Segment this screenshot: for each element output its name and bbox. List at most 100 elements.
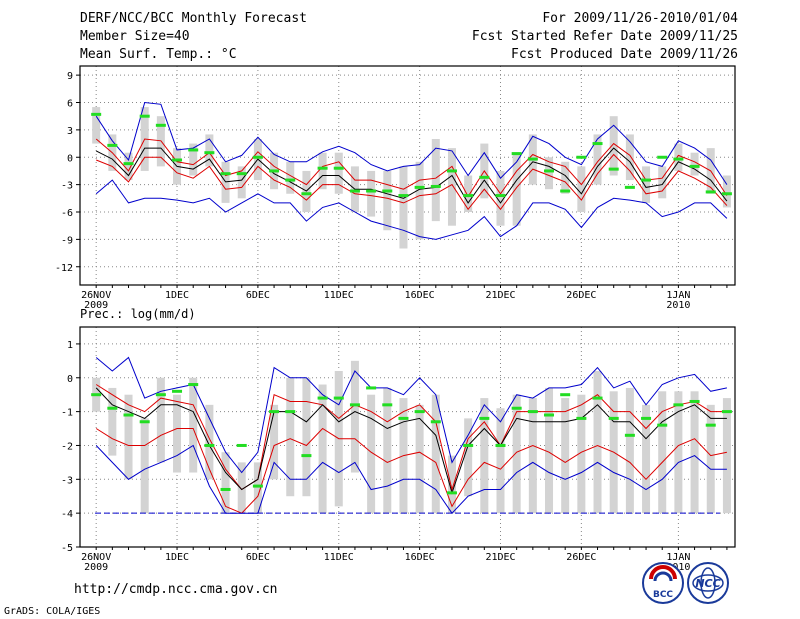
temp-spread-bar [658,166,667,199]
temp-marker [317,166,328,170]
prec-marker [91,393,102,397]
prec-series-min [95,444,727,514]
prec-spread-bar [237,462,246,514]
prec-spread-bar [528,398,537,514]
prec-ytick-label: -2 [61,441,73,452]
temp-marker [446,169,457,173]
ncc-logo: NCC [687,562,729,604]
temp-frame [79,65,736,286]
source-url[interactable]: http://cmdp.ncc.cma.gov.cn [74,582,278,597]
prec-marker [398,416,409,420]
prec-spread-bar [156,377,165,463]
prec-marker [285,410,296,414]
temp-spread-bar [464,175,473,212]
prec-spread-bar [561,398,570,514]
temp-spread-bar [545,157,554,190]
prec-marker [107,406,118,410]
temp-spread-bar [431,139,440,222]
temp-xtick-label: 6DEC [246,290,270,301]
prec-spread-bar [108,387,117,456]
prec-marker [204,443,215,447]
temp-marker [398,194,409,198]
temp-ytick-label: -3 [61,181,73,192]
prec-marker [673,403,684,407]
prec-marker [657,423,668,427]
prec-spread-bar [625,387,634,514]
forecast-period: For 2009/11/26-2010/01/04 [542,11,738,26]
prec-series-max [95,356,728,474]
temp-marker [576,155,587,159]
prec-spread-bar [350,360,359,473]
prec-spread-bar [512,394,521,514]
temp-spread-bar [367,170,376,217]
prec-ytick-label: -5 [61,543,73,554]
prec-spread-bar [706,404,715,514]
temp-spread-bar [561,161,570,194]
temp-spread-bar [318,152,327,190]
prec-marker [430,420,441,424]
prec-spread-bar [140,418,149,514]
temp-marker [641,178,652,182]
temp-xtick-label: 1DEC [165,290,189,301]
prec-spread-bar [690,391,699,514]
prec-marker [220,487,231,491]
prec-marker [592,396,603,400]
temp-marker [220,172,231,176]
temp-xtick-label: 26NOV [81,290,111,301]
prec-spread-bar [173,394,182,473]
prec-marker [349,403,360,407]
temp-xtick-sublabel: 2009 [84,300,108,311]
temp-marker [721,192,732,196]
temp-spread-bar [496,170,505,226]
temp-marker [172,158,183,162]
temp-marker [527,157,538,161]
temp-xtick-label: 21DEC [485,290,515,301]
temp-marker [188,148,199,152]
prec-spread-bar [593,371,602,514]
prec-marker [560,393,571,397]
prec-marker [641,416,652,420]
prec-spread-bar [674,391,683,514]
temp-marker [269,169,280,173]
prec-xtick-label: 26DEC [566,552,596,563]
prec-xtick-label: 6DEC [246,552,270,563]
prec-xtick-label: 1DEC [165,552,189,563]
temp-marker [560,189,571,193]
temp-marker [624,185,635,189]
prec-marker [479,416,490,420]
prec-xtick-sublabel: 2009 [84,562,108,573]
temp-ytick-label: -12 [55,263,73,274]
prec-series-upper [95,384,727,492]
temp-marker [155,123,166,127]
temp-marker [91,112,102,116]
prec-ytick-label: 0 [67,374,73,385]
variable-label: Mean Surf. Temp.: °C [80,47,237,62]
prec-marker [366,386,377,390]
prec-ytick-label: -3 [61,475,73,486]
prec-marker [544,413,555,417]
prec-spread-bar [318,384,327,514]
temp-marker [285,178,296,182]
prec-marker [333,396,344,400]
temp-marker [705,190,716,194]
prec-spread-bar [642,404,651,514]
bcc-logo: BCC [642,562,684,604]
temp-xtick-label: 11DEC [324,290,354,301]
temp-series-mean [95,147,728,204]
temp-spread-bar [447,148,456,226]
prec-spread-bar [205,404,214,480]
prec-spread-bar [447,455,456,514]
temp-series-max [95,101,728,185]
temp-xtick-label: 26DEC [566,290,596,301]
prec-spread-bar [658,391,667,514]
prec-marker [269,410,280,414]
prec-spread-bar [253,462,262,514]
prec-marker [172,389,183,393]
prec-xtick-sublabel: 2010 [666,562,690,573]
temp-marker [463,194,474,198]
temp-xtick-sublabel: 2010 [666,300,690,311]
prec-marker [188,383,199,387]
temp-marker [689,164,700,168]
prec-marker [705,423,716,427]
